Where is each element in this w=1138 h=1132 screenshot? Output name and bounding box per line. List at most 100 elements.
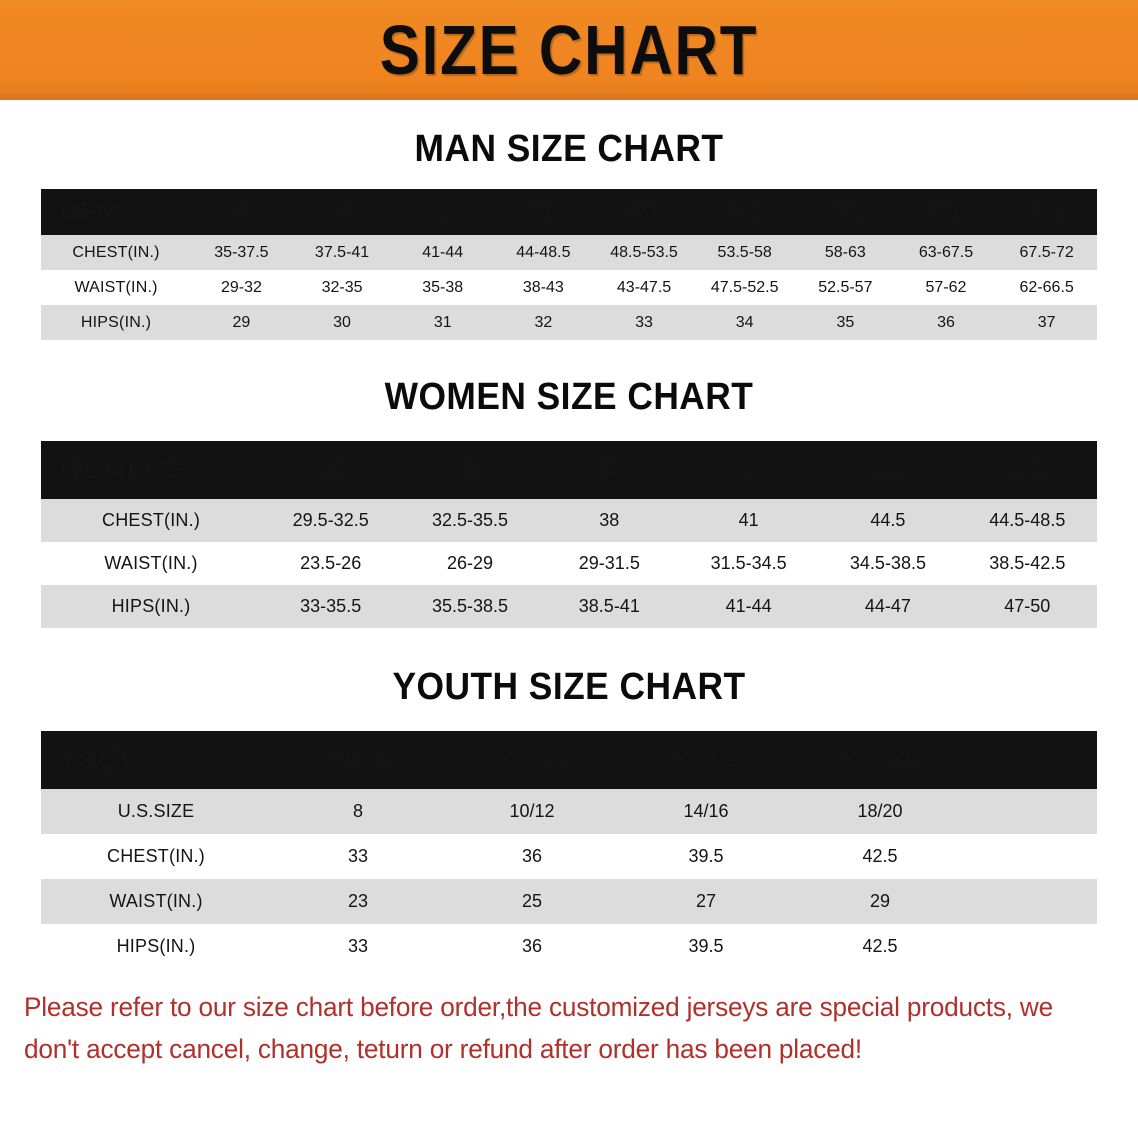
man-cell: 47.5-52.5	[694, 270, 796, 305]
man-column-header: XL	[531, 201, 556, 222]
man-table-wrapper: MEN'S S M L XL 2XL 3XL 4XL 5XL 6XL CHEST(IN.) 35-…	[41, 189, 1097, 340]
man-cell: 41-44	[392, 235, 494, 270]
women-cell: 41-44	[678, 585, 819, 628]
women-cell: 29.5-32.5	[261, 499, 401, 542]
man-header-row: MEN'S S M L XL 2XL 3XL 4XL 5XL 6XL	[41, 189, 1097, 235]
man-row-label: HIPS(IN.)	[41, 305, 192, 340]
man-cell: 48.5-53.5	[593, 235, 695, 270]
youth-row-label: U.S.SIZE	[41, 789, 271, 834]
man-cell: 34	[694, 305, 796, 340]
man-column-header: 3XL	[727, 201, 763, 222]
women-cell: 29-31.5	[539, 542, 679, 585]
page-banner: SIZE CHART	[0, 0, 1138, 100]
women-table-head: WOMEN'S XS S M L XL XXL	[41, 441, 1097, 499]
youth-cell-spacer	[967, 924, 1097, 969]
man-section-title: MAN SIZE CHART	[414, 128, 724, 170]
women-cell: 35.5-38.5	[400, 585, 540, 628]
man-table-head: MEN'S S M L XL 2XL 3XL 4XL 5XL 6XL	[41, 189, 1097, 235]
man-cell: 43-47.5	[593, 270, 695, 305]
man-cell: 29	[191, 305, 292, 340]
table-row: HIPS(IN.) 29 30 31 32 33 34 35 36 37	[41, 305, 1097, 340]
women-cell: 38.5-42.5	[957, 542, 1097, 585]
table-row: WAIST(IN.) 29-32 32-35 35-38 38-43 43-47.5 47.…	[41, 270, 1097, 305]
page-title: SIZE CHART	[379, 11, 759, 89]
women-row-label: HIPS(IN.)	[41, 585, 262, 628]
table-row: U.S.SIZE 8 10/12 14/16 18/20	[41, 789, 1097, 834]
man-size-table: MEN'S S M L XL 2XL 3XL 4XL 5XL 6XL CHEST(IN.) 35-…	[41, 189, 1097, 340]
youth-cell: 42.5	[793, 834, 967, 879]
youth-cell: 33	[271, 924, 445, 969]
man-cell: 35-37.5	[191, 235, 292, 270]
man-cell: 32	[493, 305, 594, 340]
man-row-label: WAIST(IN.)	[41, 270, 192, 305]
women-table-body: CHEST(IN.) 29.5-32.5 32.5-35.5 38 41 44.5 44.5…	[41, 499, 1097, 628]
women-header-row: WOMEN'S XS S M L XL XXL	[41, 441, 1097, 499]
women-column-header: XL	[874, 458, 902, 481]
women-size-table: WOMEN'S XS S M L XL XXL CHEST(IN.) 29.5-32.5 32…	[41, 441, 1097, 628]
youth-cell: 27	[619, 879, 793, 924]
man-cell: 30	[291, 305, 393, 340]
youth-cell: 42.5	[793, 924, 967, 969]
women-column-header: XXL	[1006, 458, 1048, 481]
table-row: CHEST(IN.) 29.5-32.5 32.5-35.5 38 41 44.5 44.5…	[41, 499, 1097, 542]
youth-cell: 23	[271, 879, 445, 924]
women-cell: 38	[539, 499, 679, 542]
man-cell: 32-35	[291, 270, 393, 305]
women-cell: 31.5-34.5	[678, 542, 819, 585]
man-column-header: 2XL	[626, 201, 662, 222]
youth-cell: 36	[445, 834, 619, 879]
women-cell: 47-50	[957, 585, 1097, 628]
man-cell: 35	[795, 305, 896, 340]
man-column-header: S	[234, 201, 248, 222]
youth-column-header: YTH L	[674, 748, 737, 771]
youth-row-label: HIPS(IN.)	[41, 924, 271, 969]
women-cell: 34.5-38.5	[818, 542, 958, 585]
man-cell: 29-32	[191, 270, 292, 305]
table-row: HIPS(IN.) 33 36 39.5 42.5	[41, 924, 1097, 969]
youth-table-body: U.S.SIZE 8 10/12 14/16 18/20 CHEST(IN.) 33 36 3…	[41, 789, 1097, 969]
table-row: WAIST(IN.) 23 25 27 29	[41, 879, 1097, 924]
man-cell: 67.5-72	[996, 235, 1097, 270]
table-row: WAIST(IN.) 23.5-26 26-29 29-31.5 31.5-34.5 34…	[41, 542, 1097, 585]
youth-cell: 33	[271, 834, 445, 879]
man-column-header: 4XL	[827, 201, 863, 222]
youth-corner-label: YOUTH	[59, 744, 153, 775]
women-cell: 33-35.5	[261, 585, 401, 628]
man-cell: 63-67.5	[895, 235, 997, 270]
youth-row-label: WAIST(IN.)	[41, 879, 271, 924]
man-cell: 52.5-57	[795, 270, 896, 305]
man-cell: 36	[895, 305, 997, 340]
man-cell: 33	[593, 305, 695, 340]
youth-header-row: YOUTH YTH S YTH M YTH L YTH XL	[41, 731, 1097, 789]
youth-column-header: YTH S	[325, 748, 391, 771]
women-cell: 44-47	[818, 585, 958, 628]
youth-cell: 14/16	[619, 789, 793, 834]
man-cell: 37.5-41	[291, 235, 393, 270]
women-row-label: WAIST(IN.)	[41, 542, 262, 585]
youth-cell-spacer	[967, 789, 1097, 834]
youth-cell: 18/20	[793, 789, 967, 834]
women-table-wrapper: WOMEN'S XS S M L XL XXL CHEST(IN.) 29.5-32.5 32…	[41, 441, 1097, 628]
man-column-header: 5XL	[928, 201, 964, 222]
table-row: HIPS(IN.) 33-35.5 35.5-38.5 38.5-41 41-44 44-…	[41, 585, 1097, 628]
youth-row-label: CHEST(IN.)	[41, 834, 271, 879]
man-cell: 35-38	[392, 270, 494, 305]
women-column-header: XS	[316, 458, 346, 481]
youth-column-header: YTH XL	[841, 748, 919, 771]
women-cell: 44.5-48.5	[957, 499, 1097, 542]
man-table-body: CHEST(IN.) 35-37.5 37.5-41 41-44 44-48.5 48.5…	[41, 235, 1097, 340]
man-column-header: M	[333, 201, 351, 222]
women-corner-label: WOMEN'S	[59, 454, 189, 485]
women-cell: 44.5	[818, 499, 958, 542]
women-section-title: WOMEN SIZE CHART	[384, 376, 754, 418]
man-cell: 37	[996, 305, 1097, 340]
women-cell: 38.5-41	[539, 585, 679, 628]
man-cell: 57-62	[895, 270, 997, 305]
youth-cell: 10/12	[445, 789, 619, 834]
youth-section-title: YOUTH SIZE CHART	[392, 666, 746, 708]
youth-column-header-spacer	[967, 731, 1097, 789]
youth-table-head: YOUTH YTH S YTH M YTH L YTH XL	[41, 731, 1097, 789]
man-cell: 38-43	[493, 270, 594, 305]
man-column-header: 6XL	[1029, 201, 1065, 222]
man-cell: 31	[392, 305, 494, 340]
